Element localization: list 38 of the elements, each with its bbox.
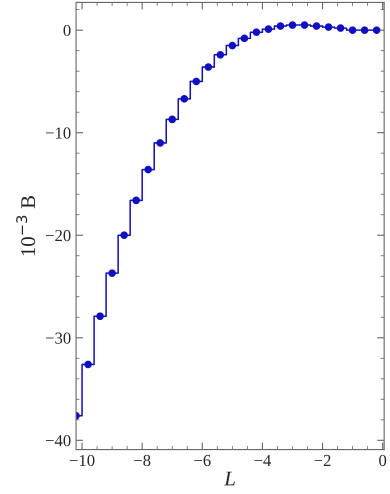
point [312,22,320,30]
point [84,360,92,368]
point [228,42,236,50]
point [180,95,188,103]
point [96,312,104,320]
point [108,269,116,277]
y-tick-label: −40 [46,435,71,446]
x-tick-label: 0 [379,454,386,466]
x-axis-title: L [224,472,235,486]
point [252,28,260,36]
y-tick-label: 0 [63,24,71,36]
point [216,50,224,59]
y-tick-label: −20 [46,230,71,242]
point [132,196,140,204]
point [168,116,176,124]
point [324,23,332,31]
point [360,26,368,34]
x-tick-label: −10 [70,454,94,466]
x-tick-label: −6 [194,454,211,466]
y-tick-label: −30 [46,332,71,344]
point [288,21,296,29]
point [348,26,356,34]
point [144,166,152,174]
point [300,21,308,29]
x-tick-label: −4 [254,454,272,466]
x-tick-label: −8 [134,454,150,466]
point [336,24,344,32]
point [264,25,272,33]
point [156,139,164,147]
point [372,26,380,34]
point [204,63,212,71]
point [192,78,200,86]
point [240,34,248,42]
x-tick-label: −2 [314,454,330,466]
point [120,231,128,240]
y-axis-title: 10$^{−3}$ B [16,196,36,256]
y-tick-label: −10 [46,127,71,139]
point [276,22,284,30]
